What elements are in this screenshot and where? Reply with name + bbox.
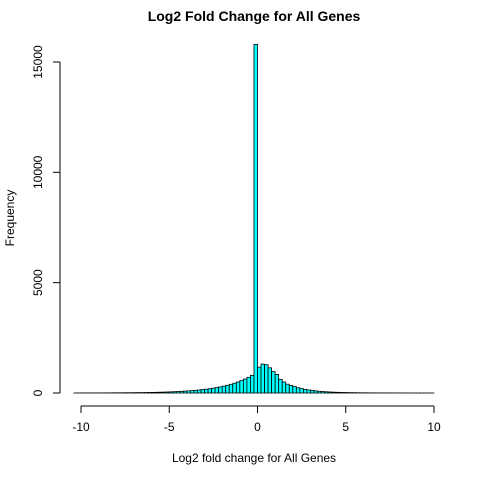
y-tick-label: 10000	[31, 155, 45, 189]
histogram-bar	[338, 392, 343, 394]
x-tick-label: 5	[342, 420, 349, 434]
histogram-bar	[154, 391, 160, 394]
histogram-bar	[250, 374, 255, 394]
histogram-bar	[317, 390, 322, 394]
histogram-bar	[232, 382, 237, 394]
histogram-bar	[158, 391, 163, 394]
x-axis: -10 -5 0 5 10	[72, 405, 441, 434]
y-tick-label: 15000	[31, 45, 45, 79]
y-tick-label: 5000	[31, 269, 45, 296]
histogram-bar	[274, 374, 280, 394]
histogram-bar	[147, 392, 153, 394]
histogram-bar	[225, 384, 230, 394]
histogram-bar	[260, 363, 265, 394]
histogram-bar	[186, 390, 191, 394]
histogram-bar	[281, 381, 287, 394]
y-axis: 0 5000 10000 15000	[31, 45, 61, 396]
histogram-bar	[228, 383, 234, 394]
histogram-bar	[267, 367, 273, 394]
histogram-bar	[179, 390, 184, 394]
histogram-bar	[218, 386, 223, 394]
chart-title: Log2 Fold Change for All Genes	[148, 8, 361, 24]
histogram-bar	[211, 387, 216, 394]
histogram-bar	[295, 387, 301, 394]
histogram-bar	[151, 391, 156, 394]
histogram-bar	[306, 389, 311, 394]
histogram-bar	[214, 387, 220, 394]
histogram-bar	[204, 388, 209, 394]
y-axis-label: Frequency	[3, 190, 17, 247]
histogram-bar	[207, 388, 213, 394]
histogram-bar	[197, 389, 202, 394]
histogram-bar	[313, 390, 318, 394]
y-tick-label: 0	[31, 389, 45, 396]
histogram-bar	[334, 391, 340, 394]
x-tick-label: -5	[164, 420, 175, 434]
histogram-bar	[165, 391, 170, 394]
histogram-bar	[310, 390, 315, 394]
histogram-bar	[288, 384, 294, 394]
histogram-bar	[172, 391, 177, 394]
histogram-bar	[327, 391, 333, 394]
histogram-bar	[221, 385, 227, 394]
histogram-bar	[324, 391, 329, 394]
histogram-bar	[168, 391, 174, 394]
histogram-bar	[271, 371, 276, 394]
x-tick-label: 0	[254, 420, 261, 434]
histogram-bar	[161, 391, 167, 394]
histogram-bar	[193, 389, 198, 394]
histogram-bar	[331, 391, 336, 394]
histogram-bar	[190, 390, 195, 394]
histogram-bar	[292, 386, 297, 394]
histogram-bar	[235, 381, 241, 394]
x-tick-label: -10	[72, 420, 90, 434]
histogram-bar	[320, 391, 325, 394]
histogram-bar	[175, 391, 181, 394]
x-tick-label: 10	[427, 420, 441, 434]
histogram-bar	[242, 378, 248, 394]
histogram-bar	[246, 376, 251, 394]
histogram-bar	[285, 383, 290, 394]
histogram-bar	[257, 366, 262, 394]
histogram-bars	[73, 43, 435, 394]
histogram-bar	[239, 380, 244, 394]
histogram-bar	[302, 388, 308, 394]
x-axis-label: Log2 fold change for All Genes	[172, 451, 336, 465]
histogram-bar	[299, 388, 304, 394]
histogram-bar	[200, 389, 205, 394]
histogram-bar	[278, 378, 283, 394]
histogram-bar	[182, 390, 188, 394]
histogram-bar	[253, 43, 258, 394]
histogram-bar	[264, 364, 269, 394]
